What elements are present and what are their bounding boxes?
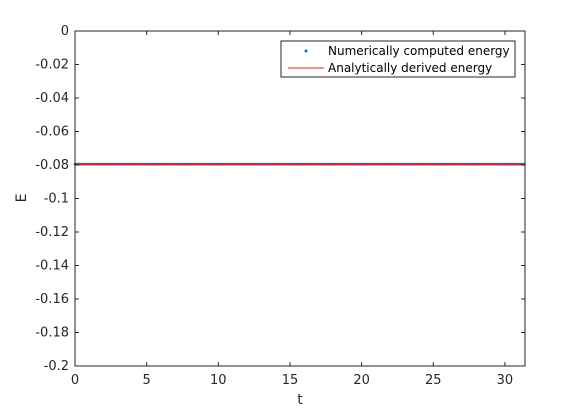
x-tick-label: 25 [425, 373, 442, 388]
legend-label-numerical: Numerically computed energy [328, 44, 510, 58]
x-axis-ticks: 0 5 10 15 20 25 30 [71, 31, 513, 388]
x-tick-label: 10 [210, 373, 227, 388]
y-tick-label: 0 [61, 24, 69, 39]
y-tick-label: -0.04 [35, 91, 69, 106]
y-tick-label: -0.12 [35, 225, 69, 240]
legend-box [280, 40, 516, 78]
y-axis-label: E [14, 194, 30, 203]
y-axis-ticks: 0 -0.02 -0.04 -0.06 -0.08 -0.1 -0.12 -0.14 -0.16… [35, 24, 525, 374]
legend-marker [304, 49, 308, 53]
legend-label-analytical: Analytically derived energy [328, 61, 492, 75]
y-tick-label: -0.02 [35, 58, 69, 73]
plot-area [75, 31, 525, 366]
y-tick-label: -0.18 [35, 326, 69, 341]
x-tick-label: 20 [353, 373, 370, 388]
x-tick-label: 30 [497, 373, 514, 388]
y-tick-label: -0.08 [35, 158, 69, 173]
x-tick-label: 0 [71, 373, 79, 388]
y-tick-label: -0.1 [44, 192, 69, 207]
legend: Numerically computed energy Analytically… [280, 40, 516, 78]
y-tick-label: -0.06 [35, 125, 69, 140]
legend-swatch-numerical [304, 49, 308, 53]
series-layer [73, 162, 526, 166]
y-tick-label: -0.16 [35, 292, 69, 307]
y-tick-label: -0.14 [35, 259, 69, 274]
x-tick-label: 15 [282, 373, 299, 388]
x-axis-label: t [297, 392, 303, 408]
y-tick-label: -0.2 [44, 359, 69, 374]
x-tick-label: 5 [143, 373, 151, 388]
